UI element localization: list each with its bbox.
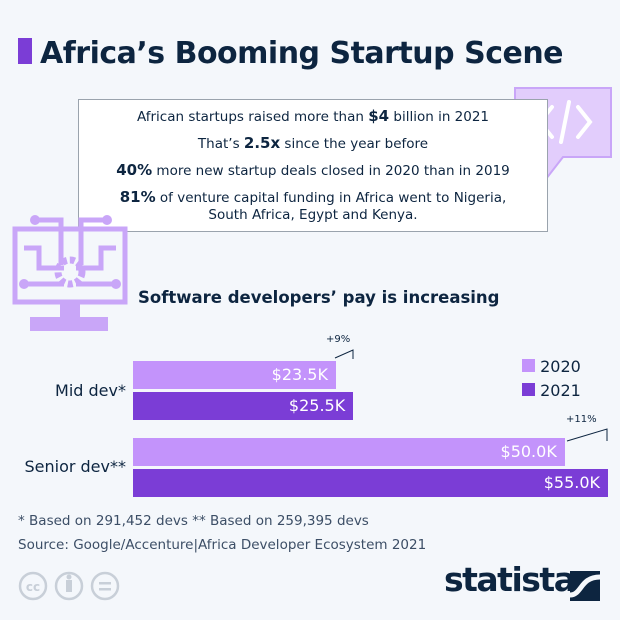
bar-2020: $50.0K bbox=[133, 438, 565, 466]
annotation-line bbox=[566, 428, 608, 442]
legend-item-2020: 2020 bbox=[522, 357, 581, 376]
change-annotation: +9% bbox=[326, 334, 351, 345]
change-annotation: +11% bbox=[566, 414, 597, 425]
legend-item-2021: 2021 bbox=[522, 381, 581, 400]
annotation-line bbox=[334, 349, 354, 359]
fact-4: 81% of venture capital funding in Africa… bbox=[119, 188, 507, 224]
page-title: Africa’s Booming Startup Scene bbox=[40, 36, 564, 71]
monitor-gear-icon bbox=[12, 215, 128, 331]
bar-2021: $55.0K bbox=[133, 469, 608, 497]
license-icons[interactable]: cc bbox=[18, 570, 128, 602]
facts-box: African startups raised more than $4 bil… bbox=[78, 99, 548, 232]
statista-logo-icon bbox=[570, 571, 600, 601]
category-label: Mid dev* bbox=[55, 381, 126, 400]
svg-text:cc: cc bbox=[26, 580, 40, 594]
category-label: Senior dev** bbox=[24, 457, 126, 476]
source: Source: Google/Accenture|Africa Develope… bbox=[18, 537, 427, 553]
statista-logo: statista bbox=[444, 560, 576, 599]
fact-3: 40% more new startup deals closed in 202… bbox=[116, 161, 510, 180]
data-label: $50.0K bbox=[500, 442, 557, 461]
footnote: * Based on 291,452 devs ** Based on 259,… bbox=[18, 513, 369, 529]
data-label: $25.5K bbox=[288, 396, 346, 415]
data-label: $23.5K bbox=[271, 365, 328, 384]
bar-2021: $25.5K bbox=[133, 392, 354, 420]
bar-2020: $23.5K bbox=[133, 361, 336, 389]
chart-title: Software developers’ pay is increasing bbox=[138, 288, 500, 307]
title-accent bbox=[18, 38, 32, 64]
data-label: $55.0K bbox=[543, 473, 600, 492]
fact-2: That’s 2.5x since the year before bbox=[197, 134, 429, 153]
fact-1: African startups raised more than $4 bil… bbox=[136, 107, 490, 126]
